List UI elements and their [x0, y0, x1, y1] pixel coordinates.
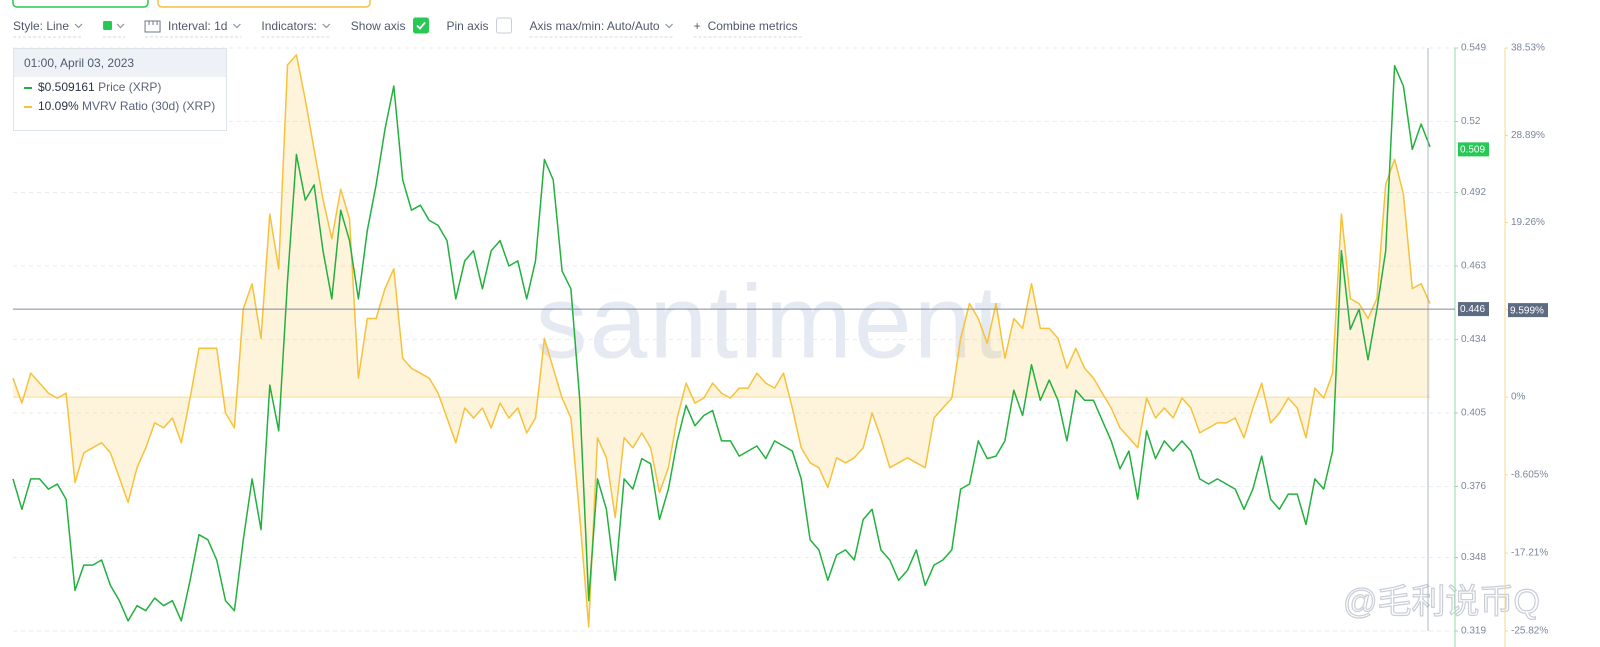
axis-badge-label: 0.509 — [1460, 145, 1485, 156]
plus-icon: + — [694, 19, 701, 33]
y2-tick-label: 19.26% — [1511, 217, 1545, 228]
y2-tick-label: -25.82% — [1511, 626, 1548, 637]
toolbar: Style: Line Interval: 1d Indicators: Show a… — [13, 17, 802, 38]
checkbox[interactable] — [412, 17, 429, 34]
y-tick-label: 0.319 — [1461, 626, 1486, 637]
tooltip-value: 10.09% — [38, 99, 79, 113]
toolbar-label[interactable]: Combine metrics — [708, 19, 798, 33]
tooltip-row: $0.509161 Price (XRP) — [14, 79, 226, 96]
axis-badge — [1458, 142, 1489, 157]
axis-badge-label: 9.599% — [1510, 305, 1544, 316]
chevron — [322, 23, 331, 29]
y2-tick-label: -8.605% — [1511, 470, 1548, 481]
toolbar-label[interactable]: Show axis — [351, 19, 406, 33]
toolbar-label[interactable]: Indicators: — [261, 19, 316, 33]
toolbar-label[interactable]: Style: Line — [13, 19, 69, 33]
interval-icon — [144, 20, 161, 33]
checkbox[interactable] — [496, 17, 513, 34]
chevron — [116, 23, 125, 29]
toolbar-label[interactable]: Axis max/min: Auto/Auto — [530, 19, 660, 33]
y2-tick-label: 38.53% — [1511, 43, 1545, 54]
legend-label: Price (XRP) — [98, 80, 162, 94]
y-tick-label: 0.549 — [1461, 43, 1486, 54]
metric-tab[interactable] — [12, 0, 149, 8]
chevron — [232, 23, 241, 29]
color-swatch — [103, 21, 113, 30]
axis-badge — [1458, 302, 1489, 317]
plot-area: santiment @毛利说币Q 0.549 0.52 0.492 0.463 0.434 0… — [12, 43, 1548, 647]
watermark: santiment — [536, 264, 1005, 380]
legend-label: MVRV Ratio (30d) (XRP) — [82, 99, 216, 113]
y2-tick-label: -17.21% — [1511, 548, 1548, 559]
y-tick-label: 0.52 — [1461, 116, 1481, 127]
chevron — [665, 23, 674, 29]
chevron — [74, 23, 83, 29]
series-line — [12, 64, 1431, 622]
toolbar-label[interactable]: Pin axis — [446, 19, 488, 33]
axis-badge-label: 0.446 — [1460, 304, 1485, 315]
y-tick-label: 0.434 — [1461, 334, 1486, 345]
watermark: @毛利说币Q — [1343, 583, 1540, 621]
legend-swatch — [24, 105, 32, 108]
series-line — [12, 54, 1431, 628]
legend-swatch — [24, 86, 32, 89]
y2-tick-label: 28.89% — [1511, 130, 1545, 141]
axis-badge — [1508, 303, 1548, 318]
tooltip-date: 01:00, April 03, 2023 — [14, 49, 226, 77]
y2-tick-label: 0% — [1511, 392, 1526, 403]
checkmark — [416, 21, 426, 30]
tooltip-row: 10.09% MVRV Ratio (30d) (XRP) — [14, 98, 226, 115]
series-area — [13, 54, 1430, 627]
y-tick-label: 0.405 — [1461, 408, 1486, 419]
toolbar-label[interactable]: Interval: 1d — [168, 19, 227, 33]
y-tick-label: 0.348 — [1461, 552, 1486, 563]
tooltip-value: $0.509161 — [38, 80, 95, 94]
y-tick-label: 0.463 — [1461, 261, 1486, 272]
tooltip: 01:00, April 03, 2023 $0.509161 Price (X… — [13, 48, 227, 131]
metric-tab[interactable] — [157, 0, 371, 8]
y-tick-label: 0.492 — [1461, 187, 1486, 198]
y-tick-label: 0.376 — [1461, 481, 1486, 492]
